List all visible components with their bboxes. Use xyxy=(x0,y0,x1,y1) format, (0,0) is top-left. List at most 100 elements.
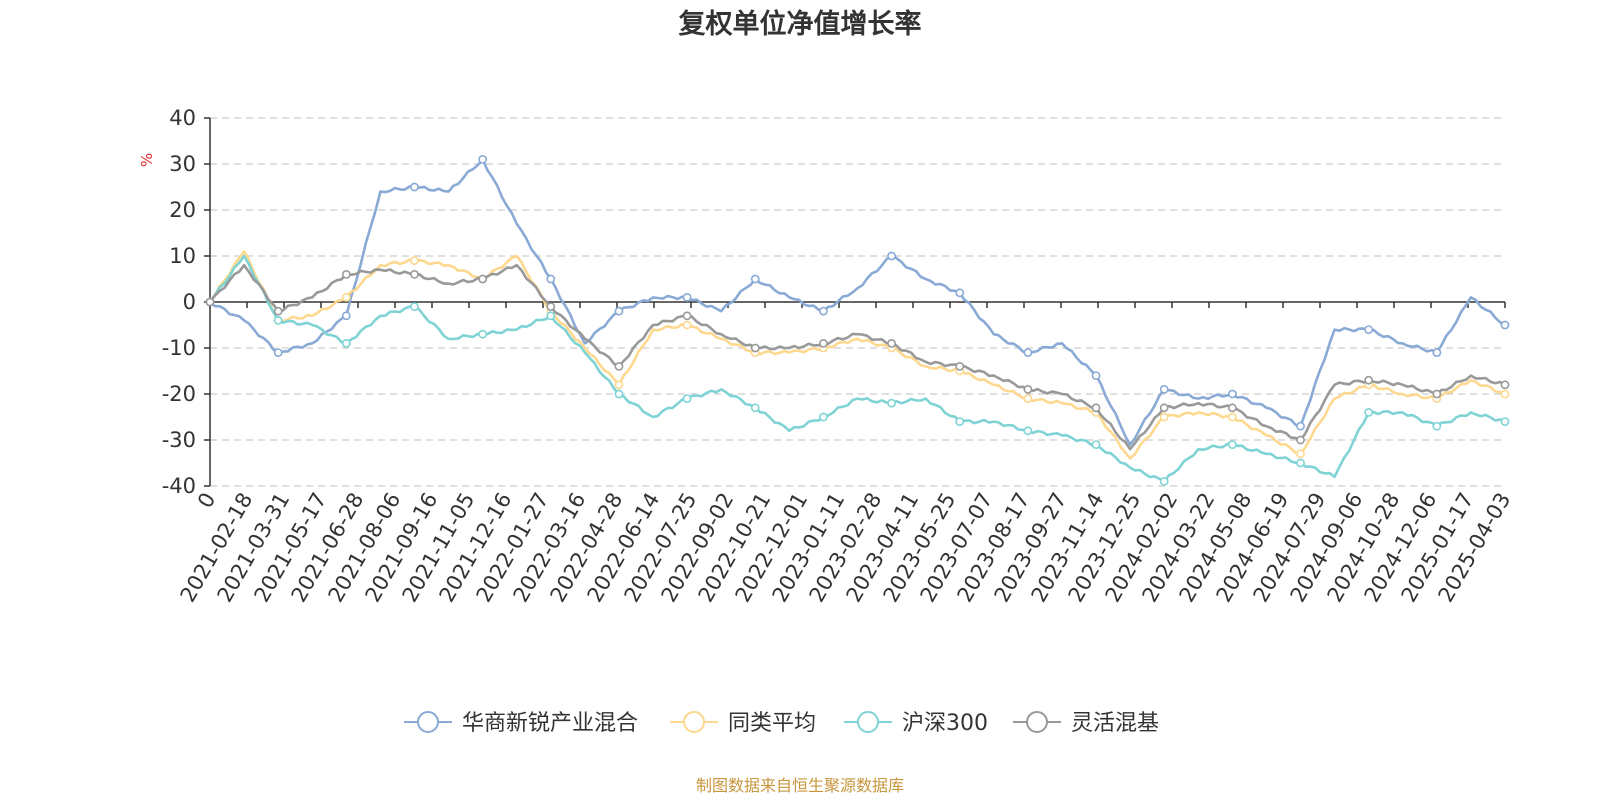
data-point xyxy=(750,343,760,353)
data-point xyxy=(1364,325,1374,334)
data-point xyxy=(750,403,760,413)
legend-label: 沪深300 xyxy=(902,711,988,736)
data-point xyxy=(341,338,351,348)
legend-item[interactable]: 华商新锐产业混合 xyxy=(404,711,638,736)
data-point xyxy=(750,274,760,284)
data-point xyxy=(1091,440,1101,449)
data-point xyxy=(1227,389,1237,399)
data-point xyxy=(955,417,965,426)
legend-marker-icon xyxy=(683,711,705,733)
data-point xyxy=(1500,417,1510,426)
data-point xyxy=(887,251,896,261)
y-tick-label: -30 xyxy=(162,428,196,452)
data-point xyxy=(1500,380,1510,390)
data-point xyxy=(1091,403,1101,413)
data-point xyxy=(614,361,624,371)
chart-title: 复权单位净值增长率 xyxy=(679,8,922,40)
data-point xyxy=(273,315,283,325)
data-point xyxy=(1159,384,1169,394)
data-point xyxy=(955,288,965,298)
data-point xyxy=(682,320,692,330)
data-point xyxy=(1159,476,1169,486)
legend-label: 灵活混基 xyxy=(1071,711,1159,736)
data-point xyxy=(955,361,965,371)
y-tick-label: -10 xyxy=(162,336,196,360)
data-point xyxy=(410,182,419,192)
data-point xyxy=(1023,394,1033,403)
data-point xyxy=(1296,421,1305,431)
data-point xyxy=(546,274,556,284)
y-tick-labels: 40 30 20 10 0 -10 -20 -30 -40 xyxy=(162,106,196,498)
y-tick-label: 0 xyxy=(183,290,196,314)
data-point xyxy=(1227,412,1237,422)
data-point xyxy=(205,297,215,307)
legend-label: 华商新锐产业混合 xyxy=(462,711,638,736)
series-line xyxy=(208,263,1506,451)
data-point xyxy=(1159,412,1169,422)
data-point xyxy=(1159,403,1169,413)
data-point xyxy=(341,269,351,279)
data-point xyxy=(478,329,488,339)
legend-marker-icon xyxy=(1026,711,1048,733)
axes xyxy=(204,117,1506,487)
data-point xyxy=(478,154,488,164)
data-point xyxy=(1500,389,1510,399)
data-point xyxy=(682,311,692,321)
legend-item[interactable]: 灵活混基 xyxy=(1013,711,1159,736)
data-point xyxy=(546,311,556,321)
data-point xyxy=(410,256,419,265)
legend-label: 同类平均 xyxy=(728,711,816,736)
y-tick-label: -20 xyxy=(162,382,196,406)
series-3 xyxy=(205,254,1510,486)
data-point xyxy=(546,302,556,311)
data-point xyxy=(1364,375,1374,385)
data-point xyxy=(1091,371,1101,380)
data-point xyxy=(682,292,692,302)
x-tick-labels: 02021-02-182021-03-312021-05-172021-06-2… xyxy=(176,489,1516,607)
data-point xyxy=(1023,348,1033,357)
y-tick-label: -40 xyxy=(162,474,196,498)
data-point xyxy=(819,412,828,422)
y-tick-label: 40 xyxy=(169,106,196,130)
y-tick-label: 10 xyxy=(169,244,196,268)
series-1 xyxy=(205,154,1510,446)
data-point xyxy=(1296,435,1305,445)
data-point xyxy=(1023,384,1033,394)
footer-source: 制图数据来自恒生聚源数据库 xyxy=(696,776,904,795)
data-point xyxy=(887,398,896,408)
data-point xyxy=(1364,407,1374,417)
data-point xyxy=(1500,320,1510,330)
data-point xyxy=(682,394,692,403)
legend-marker-icon xyxy=(417,711,439,733)
legend-item[interactable]: 沪深300 xyxy=(844,711,988,736)
data-point xyxy=(614,306,624,316)
legend-marker-icon xyxy=(857,711,879,733)
legend[interactable]: 华商新锐产业混合 同类平均 沪深300 灵活混基 xyxy=(404,711,1159,736)
data-point xyxy=(410,302,419,311)
data-point xyxy=(1296,458,1305,468)
x-tick-label: 0 xyxy=(193,489,220,513)
data-point xyxy=(273,348,283,357)
data-point xyxy=(1432,348,1442,357)
data-point xyxy=(1227,440,1237,449)
data-point xyxy=(273,306,283,316)
data-point xyxy=(887,338,896,348)
data-point xyxy=(1432,421,1442,431)
legend-item[interactable]: 同类平均 xyxy=(670,711,816,736)
y-axis-label: % xyxy=(138,153,156,167)
data-point xyxy=(614,380,624,390)
data-point xyxy=(478,274,488,284)
data-point xyxy=(1023,426,1033,436)
series-4 xyxy=(205,263,1510,451)
series-2 xyxy=(205,250,1510,460)
data-point xyxy=(819,306,828,316)
series-line xyxy=(209,158,1506,446)
series-line xyxy=(208,254,1506,483)
data-point xyxy=(410,269,419,279)
data-point xyxy=(341,292,351,302)
series-lines xyxy=(205,154,1510,486)
data-point xyxy=(341,311,351,321)
series-line xyxy=(208,250,1506,460)
y-tick-label: 30 xyxy=(169,152,196,176)
